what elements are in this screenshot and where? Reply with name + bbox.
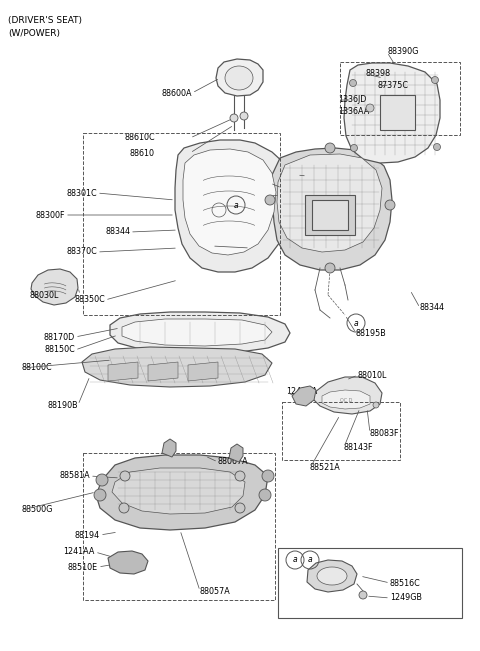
Bar [83,133,280,315]
Text: 1249BA: 1249BA [286,387,317,396]
Text: 88600A: 88600A [161,89,192,98]
Bar [83,453,275,600]
Bar [282,402,400,460]
Text: 1241AA: 1241AA [64,547,95,557]
Circle shape [350,145,358,152]
Text: a: a [308,555,312,564]
Polygon shape [277,154,382,252]
Circle shape [366,104,374,112]
Text: 88194: 88194 [75,531,100,540]
Circle shape [120,471,130,481]
Text: 88083F: 88083F [370,428,399,437]
Bar [305,195,355,235]
Polygon shape [229,444,243,462]
Circle shape [432,77,439,83]
Circle shape [265,195,275,205]
Text: (DRIVER'S SEAT): (DRIVER'S SEAT) [8,16,82,25]
Polygon shape [344,63,440,163]
Bar [278,548,462,618]
Circle shape [96,474,108,486]
Polygon shape [322,390,370,409]
Text: a: a [234,201,238,210]
Circle shape [359,591,367,599]
Text: 88143F: 88143F [344,443,373,452]
Text: 88344: 88344 [420,303,445,312]
Polygon shape [108,362,138,381]
Polygon shape [110,312,290,354]
Circle shape [349,79,357,87]
Circle shape [259,489,271,501]
Text: 1249GB: 1249GB [238,178,270,187]
Circle shape [373,402,379,408]
Polygon shape [112,468,245,514]
Polygon shape [188,362,218,381]
Polygon shape [272,148,392,270]
Ellipse shape [225,66,253,90]
Text: 88500G: 88500G [22,505,53,514]
Text: a: a [354,318,358,327]
Text: 88390H: 88390H [212,242,243,251]
Polygon shape [96,455,268,530]
Polygon shape [31,269,78,305]
Polygon shape [82,347,272,387]
Text: 88067A: 88067A [218,458,249,467]
Text: 88190B: 88190B [48,400,78,409]
Circle shape [433,143,441,150]
Circle shape [119,503,129,513]
Text: 88010L: 88010L [358,370,387,380]
Ellipse shape [317,567,347,585]
Polygon shape [122,319,272,346]
Polygon shape [313,377,382,414]
Text: 88390G: 88390G [387,48,419,57]
Text: 88301C: 88301C [66,189,97,197]
Text: 1336JD: 1336JD [338,96,366,105]
Text: 88398: 88398 [366,70,391,79]
Polygon shape [162,439,176,457]
Polygon shape [148,362,178,381]
Text: 88516C: 88516C [390,579,421,587]
Circle shape [385,200,395,210]
Bar [380,95,415,130]
Text: 88610: 88610 [130,148,155,158]
Text: 88170D: 88170D [44,333,75,342]
Text: 88195B: 88195B [356,329,387,337]
Text: 88057A: 88057A [200,587,231,596]
Circle shape [235,503,245,513]
Bar [340,62,460,135]
Text: 88350C: 88350C [74,296,105,305]
Polygon shape [292,386,316,406]
Circle shape [325,143,335,153]
Text: 88370C: 88370C [66,247,97,256]
Text: 1249GB: 1249GB [390,594,422,602]
Text: 88030L: 88030L [30,290,60,299]
Circle shape [230,114,238,122]
Circle shape [262,470,274,482]
Circle shape [325,263,335,273]
Text: 88581A: 88581A [60,471,90,480]
Text: (W/POWER): (W/POWER) [8,29,60,38]
Text: OC D: OC D [340,398,352,402]
Polygon shape [216,59,263,96]
Bar [312,200,348,230]
Polygon shape [108,551,148,574]
Circle shape [94,489,106,501]
Text: a: a [293,555,297,564]
Polygon shape [307,560,357,592]
Text: 1336AA: 1336AA [338,107,369,117]
Polygon shape [175,140,291,272]
Text: 88521A: 88521A [310,464,341,473]
Text: 88344: 88344 [105,227,130,236]
Text: 88300F: 88300F [36,210,65,219]
Circle shape [240,112,248,120]
Text: 87375C: 87375C [378,81,409,90]
Text: 88121: 88121 [307,171,332,180]
Text: 88610C: 88610C [124,133,155,143]
Polygon shape [183,149,276,255]
Text: 88510E: 88510E [68,562,98,572]
Text: 1339CC: 1339CC [239,191,270,201]
Circle shape [235,471,245,481]
Text: 88150C: 88150C [44,346,75,355]
Text: 88100C: 88100C [22,363,53,372]
